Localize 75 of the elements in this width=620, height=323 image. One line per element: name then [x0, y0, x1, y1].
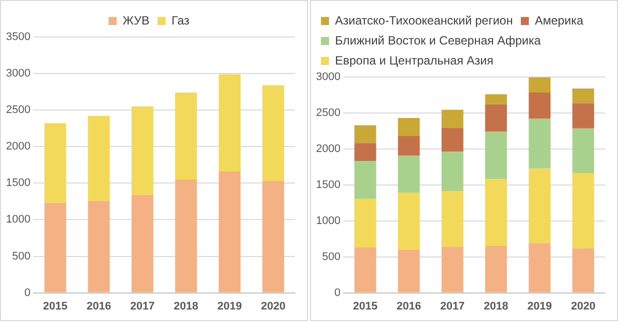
x-tick-label: 2017 [130, 300, 155, 312]
bar [132, 194, 154, 292]
bar [485, 132, 507, 180]
bar [442, 151, 464, 192]
bar [354, 198, 376, 248]
y-tick-label: 3000 [316, 71, 340, 84]
y-tick-label: 2000 [6, 140, 30, 153]
y-tick-label: 1000 [316, 214, 340, 227]
legend-label: Америка [534, 13, 584, 28]
bar [398, 250, 420, 292]
y-tick-label: 0 [334, 286, 340, 299]
x-tick-label: 2017 [440, 300, 465, 312]
x-tick-label: 2015 [43, 300, 68, 312]
bar [218, 171, 241, 292]
x-tick-label: 2019 [527, 300, 552, 312]
bar [175, 180, 197, 292]
bar [218, 74, 241, 172]
bar [88, 116, 110, 201]
bar [44, 202, 66, 292]
y-tick-label: 3500 [6, 31, 30, 44]
bar [528, 243, 551, 292]
bar [572, 103, 594, 128]
legend-label: Газ [172, 13, 190, 28]
bar [442, 128, 464, 152]
bar [88, 200, 110, 292]
legend-label: ЖУВ [122, 13, 150, 28]
bar [354, 247, 376, 292]
x-tick-label: 2018 [174, 300, 198, 312]
y-tick-label: 2500 [6, 104, 30, 116]
legend-label: Европа и Центральная Азия [335, 53, 494, 68]
bar [485, 179, 507, 246]
y-tick-label: 0 [24, 286, 30, 299]
y-tick-label: 1000 [6, 214, 30, 226]
y-tick-label: 500 [322, 250, 340, 263]
bar [442, 110, 464, 128]
x-tick-label: 2016 [396, 300, 422, 312]
bar [485, 104, 507, 132]
y-tick-label: 1500 [316, 178, 340, 191]
x-tick-label: 2020 [260, 300, 286, 312]
x-tick-label: 2016 [86, 300, 112, 312]
bar [485, 246, 507, 292]
bar [572, 88, 594, 104]
x-tick-label: 2015 [353, 300, 378, 312]
bar [528, 118, 551, 168]
y-tick-label: 2500 [316, 107, 340, 119]
bar [354, 125, 376, 144]
bar [442, 246, 464, 292]
bar [572, 248, 594, 292]
bar [572, 128, 594, 174]
y-tick-label: 500 [12, 250, 30, 262]
bar [442, 191, 464, 247]
bar [262, 180, 284, 292]
legend-label: Ближний Восток и Северная Африка [335, 33, 542, 48]
bar [398, 136, 420, 156]
bar [528, 77, 551, 92]
bar [572, 173, 594, 248]
bar [175, 92, 197, 180]
y-tick-label: 2000 [316, 142, 340, 155]
bar [528, 168, 551, 244]
bar [398, 118, 420, 136]
bar [398, 156, 420, 193]
y-tick-label: 1500 [6, 177, 30, 190]
bar [132, 106, 154, 195]
x-tick-label: 2020 [570, 300, 596, 312]
bar [262, 85, 284, 181]
bar [485, 94, 507, 104]
bar [354, 143, 376, 162]
bar [44, 123, 66, 203]
bar [398, 192, 420, 250]
x-tick-label: 2019 [217, 300, 242, 312]
legend-label: Азиатско-Тихоокеанский регион [335, 13, 513, 28]
bar [354, 161, 376, 199]
y-tick-label: 3000 [6, 68, 30, 80]
bar [528, 92, 551, 119]
x-tick-label: 2018 [484, 300, 508, 312]
